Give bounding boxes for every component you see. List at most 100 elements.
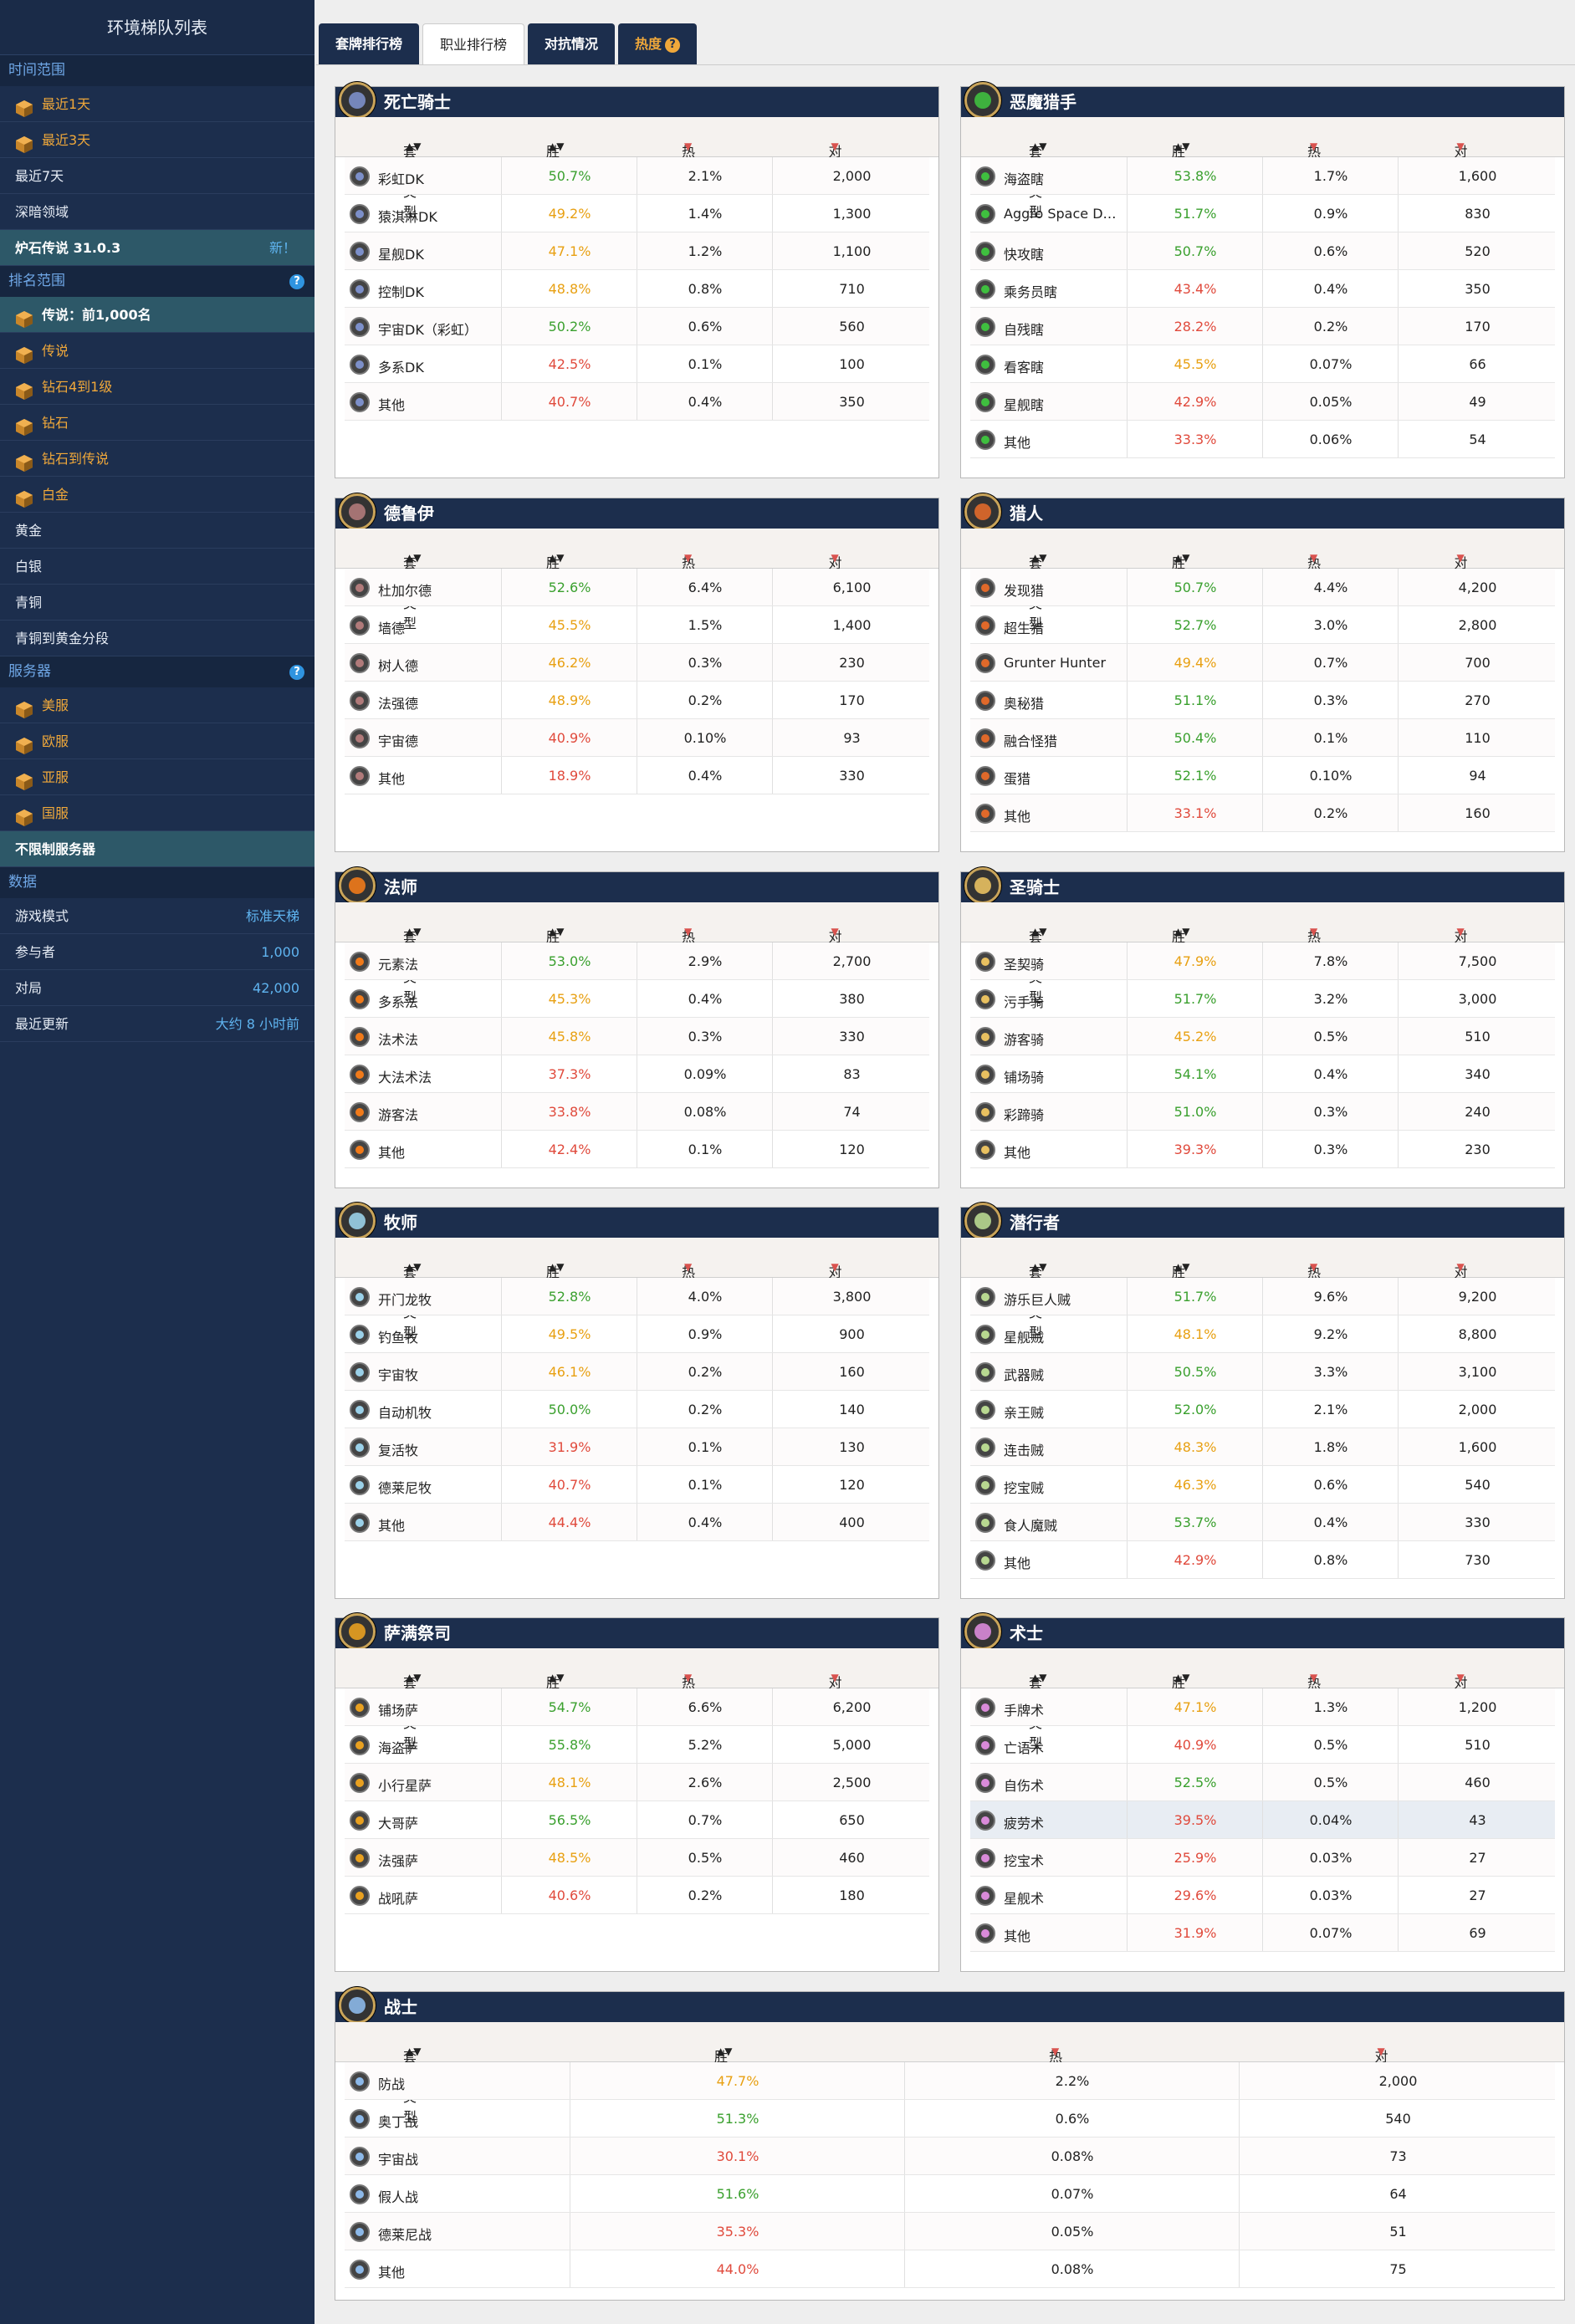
deck-name[interactable]: 发现猎: [1004, 583, 1045, 599]
deck-name[interactable]: 德莱尼牧: [378, 1480, 432, 1496]
deck-row[interactable]: 挖宝贼 46.3% 0.6% 540: [970, 1466, 1555, 1504]
class-header[interactable]: 德鲁伊: [335, 493, 938, 530]
class-header[interactable]: 萨满祭司: [335, 1613, 938, 1650]
deck-row[interactable]: 其他 44.4% 0.4% 400: [345, 1504, 929, 1541]
deck-name[interactable]: 复活牧: [378, 1443, 419, 1458]
deck-name[interactable]: 其他: [1004, 435, 1031, 451]
deck-row[interactable]: 超生猎 52.7% 3.0% 2,800: [970, 606, 1555, 644]
server-item-3[interactable]: 国服: [0, 795, 314, 831]
deck-row[interactable]: 法术法 45.8% 0.3% 330: [345, 1018, 929, 1055]
class-header[interactable]: 法师: [335, 867, 938, 904]
deck-row[interactable]: 自伤术 52.5% 0.5% 460: [970, 1764, 1555, 1801]
deck-name[interactable]: 钓鱼牧: [378, 1330, 419, 1346]
deck-name[interactable]: 连击贼: [1004, 1443, 1045, 1458]
deck-row[interactable]: 连击贼 48.3% 1.8% 1,600: [970, 1428, 1555, 1466]
deck-name[interactable]: 海盗萨: [378, 1740, 419, 1756]
deck-name[interactable]: 奥秘猎: [1004, 696, 1045, 712]
deck-row[interactable]: 乘务员瞎 43.4% 0.4% 350: [970, 270, 1555, 308]
deck-name[interactable]: 墙德: [378, 621, 406, 636]
deck-row[interactable]: 星舰DK 47.1% 1.2% 1,100: [345, 232, 929, 270]
deck-name[interactable]: 其他: [1004, 1145, 1031, 1161]
deck-name[interactable]: Grunter Hunter: [1004, 655, 1107, 671]
deck-name[interactable]: 乘务员瞎: [1004, 284, 1058, 300]
rank-item-5[interactable]: 白金: [0, 477, 314, 513]
deck-name[interactable]: Aggro Space Demo...: [1004, 206, 1122, 222]
help-icon[interactable]: ?: [289, 274, 304, 289]
deck-row[interactable]: 手牌术 47.1% 1.3% 1,200: [970, 1688, 1555, 1726]
deck-row[interactable]: 其他 42.9% 0.8% 730: [970, 1541, 1555, 1579]
deck-name[interactable]: 星舰DK: [378, 247, 424, 263]
deck-row[interactable]: 宇宙DK（彩虹） 50.2% 0.6% 560: [345, 308, 929, 345]
deck-row[interactable]: 树人德 46.2% 0.3% 230: [345, 644, 929, 682]
class-header[interactable]: 牧师: [335, 1203, 938, 1239]
deck-name[interactable]: 蛋猎: [1004, 771, 1031, 787]
deck-row[interactable]: 其他 44.0% 0.08% 75: [345, 2250, 1555, 2288]
deck-name[interactable]: 树人德: [378, 658, 419, 674]
deck-row[interactable]: Aggro Space Demo... 51.7% 0.9% 830: [970, 195, 1555, 232]
deck-row[interactable]: 其他 18.9% 0.4% 330: [345, 757, 929, 794]
deck-row[interactable]: 其他 40.7% 0.4% 350: [345, 383, 929, 421]
deck-row[interactable]: 钓鱼牧 49.5% 0.9% 900: [345, 1315, 929, 1353]
deck-name[interactable]: 亲王贼: [1004, 1405, 1045, 1421]
deck-name[interactable]: 自残瞎: [1004, 322, 1045, 338]
deck-row[interactable]: 蛋猎 52.1% 0.10% 94: [970, 757, 1555, 794]
deck-row[interactable]: 自残瞎 28.2% 0.2% 170: [970, 308, 1555, 345]
deck-row[interactable]: 武器贼 50.5% 3.3% 3,100: [970, 1353, 1555, 1391]
deck-row[interactable]: 控制DK 48.8% 0.8% 710: [345, 270, 929, 308]
rank-item-1[interactable]: 传说: [0, 333, 314, 369]
deck-row[interactable]: 小行星萨 48.1% 2.6% 2,500: [345, 1764, 929, 1801]
rank-item-6[interactable]: 黄金: [0, 513, 314, 549]
rank-item-0[interactable]: 传说：前1,000名: [0, 297, 314, 333]
deck-row[interactable]: 发现猎 50.7% 4.4% 4,200: [970, 569, 1555, 606]
deck-name[interactable]: 多系法: [378, 994, 419, 1010]
deck-row[interactable]: 食人魔贼 53.7% 0.4% 330: [970, 1504, 1555, 1541]
deck-row[interactable]: 星舰瞎 42.9% 0.05% 49: [970, 383, 1555, 421]
deck-row[interactable]: 其他 33.1% 0.2% 160: [970, 794, 1555, 832]
deck-name[interactable]: 海盗瞎: [1004, 171, 1045, 187]
deck-name[interactable]: 食人魔贼: [1004, 1518, 1058, 1534]
deck-name[interactable]: 疲劳术: [1004, 1816, 1045, 1831]
deck-name[interactable]: 德莱尼战: [378, 2227, 432, 2243]
deck-name[interactable]: 假人战: [378, 2189, 419, 2205]
tab-popularity[interactable]: 热度?: [618, 23, 698, 65]
deck-row[interactable]: 铺场萨 54.7% 6.6% 6,200: [345, 1688, 929, 1726]
rank-item-4[interactable]: 钻石到传说: [0, 441, 314, 477]
deck-row[interactable]: 猿淇淋DK 49.2% 1.4% 1,300: [345, 195, 929, 232]
deck-name[interactable]: 超生猎: [1004, 621, 1045, 636]
deck-name[interactable]: 星舰瞎: [1004, 397, 1045, 413]
class-header[interactable]: 圣骑士: [961, 867, 1564, 904]
deck-row[interactable]: 德莱尼牧 40.7% 0.1% 120: [345, 1466, 929, 1504]
deck-name[interactable]: 其他: [378, 1145, 406, 1161]
deck-name[interactable]: 其他: [378, 2265, 406, 2281]
deck-name[interactable]: 游客法: [378, 1107, 419, 1123]
deck-name[interactable]: 其他: [378, 1518, 406, 1534]
deck-name[interactable]: 多系DK: [378, 360, 424, 375]
deck-row[interactable]: 游客骑 45.2% 0.5% 510: [970, 1018, 1555, 1055]
deck-name[interactable]: 手牌术: [1004, 1703, 1045, 1719]
deck-row[interactable]: 法强德 48.9% 0.2% 170: [345, 682, 929, 719]
server-item-0[interactable]: 美服: [0, 687, 314, 723]
deck-name[interactable]: 战吼萨: [378, 1891, 419, 1907]
deck-row[interactable]: 挖宝术 25.9% 0.03% 27: [970, 1839, 1555, 1877]
deck-row[interactable]: 快攻瞎 50.7% 0.6% 520: [970, 232, 1555, 270]
tab-matchups[interactable]: 对抗情况: [528, 23, 616, 65]
deck-row[interactable]: 大法术法 37.3% 0.09% 83: [345, 1055, 929, 1093]
time-item-expansion[interactable]: 深暗领域: [0, 194, 314, 230]
deck-row[interactable]: 其他 33.3% 0.06% 54: [970, 421, 1555, 458]
deck-row[interactable]: 融合怪猎 50.4% 0.1% 110: [970, 719, 1555, 757]
deck-row[interactable]: 假人战 51.6% 0.07% 64: [345, 2175, 1555, 2213]
deck-row[interactable]: 宇宙德 40.9% 0.10% 93: [345, 719, 929, 757]
deck-name[interactable]: 铺场骑: [1004, 1070, 1045, 1085]
deck-name[interactable]: 奥丁战: [378, 2114, 419, 2130]
deck-row[interactable]: 墙德 45.5% 1.5% 1,400: [345, 606, 929, 644]
deck-row[interactable]: Grunter Hunter 49.4% 0.7% 700: [970, 644, 1555, 682]
deck-row[interactable]: 星舰术 29.6% 0.03% 27: [970, 1877, 1555, 1914]
deck-row[interactable]: 元素法 53.0% 2.9% 2,700: [345, 942, 929, 980]
deck-row[interactable]: 战吼萨 40.6% 0.2% 180: [345, 1877, 929, 1914]
deck-name[interactable]: 法强德: [378, 696, 419, 712]
deck-name[interactable]: 其他: [1004, 1928, 1031, 1944]
deck-name[interactable]: 亡语术: [1004, 1740, 1045, 1756]
deck-name[interactable]: 其他: [378, 397, 406, 413]
deck-row[interactable]: 法强萨 48.5% 0.5% 460: [345, 1839, 929, 1877]
deck-name[interactable]: 宇宙DK（彩虹）: [378, 322, 478, 338]
